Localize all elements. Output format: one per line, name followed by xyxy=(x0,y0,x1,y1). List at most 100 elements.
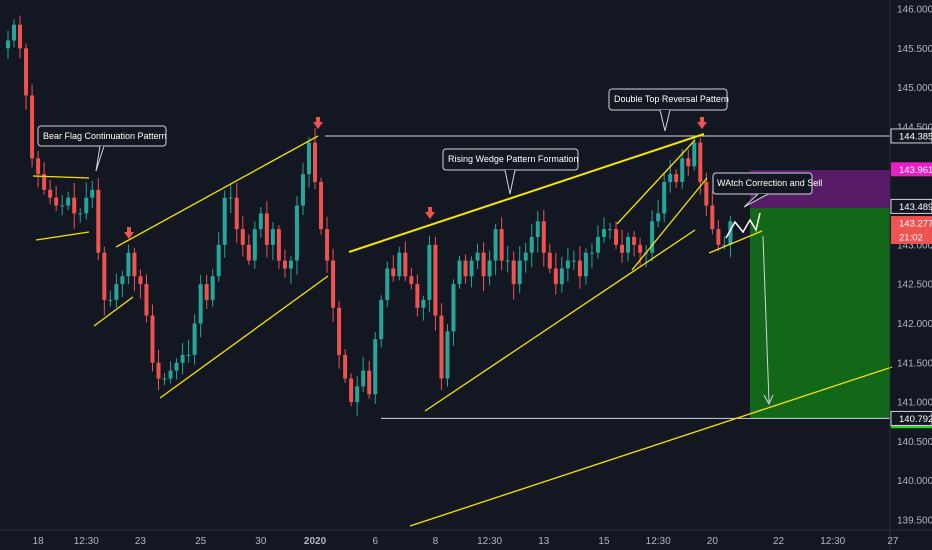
candle-body xyxy=(30,95,35,159)
candle-body xyxy=(210,276,215,300)
candle-body xyxy=(674,174,679,182)
channel-upper-line xyxy=(115,135,319,248)
candle-body xyxy=(108,299,113,301)
candle-body xyxy=(331,260,336,308)
candle-body xyxy=(626,236,631,253)
callout-correction: WAtch Correction and Sell xyxy=(712,172,822,208)
candle-body xyxy=(361,370,366,387)
candle-body xyxy=(337,307,342,355)
candle-body xyxy=(198,284,203,324)
candle-body xyxy=(156,362,161,379)
candle-body xyxy=(668,174,673,182)
candle-body xyxy=(72,197,77,214)
price-tag-label: 21:02 xyxy=(899,232,923,243)
candle-body xyxy=(650,221,655,253)
candle-body xyxy=(102,252,107,300)
candle-body xyxy=(252,229,257,261)
candle-body xyxy=(12,24,17,41)
candle-body xyxy=(18,24,23,49)
candle-body xyxy=(120,276,125,285)
candle-body xyxy=(373,339,378,395)
candle-body xyxy=(403,252,408,277)
candle-body xyxy=(686,158,691,167)
candle-body xyxy=(409,276,414,285)
y-tick-label: 141.000 xyxy=(897,398,932,409)
y-tick-label: 143.000 xyxy=(897,240,932,251)
support-line-short xyxy=(708,230,763,254)
candle-body xyxy=(469,260,474,277)
y-tick-label: 145.000 xyxy=(897,83,932,94)
candle-body xyxy=(692,142,697,167)
candle-body xyxy=(343,354,348,379)
x-tick-label: 2020 xyxy=(304,536,327,547)
x-tick-label: 22 xyxy=(773,536,785,547)
candle-body xyxy=(90,189,95,198)
price-level-tag: 144.385 xyxy=(890,128,932,144)
candle-body xyxy=(710,205,715,230)
candle-body xyxy=(367,370,372,395)
x-tick-label: 27 xyxy=(887,536,899,547)
candle-body xyxy=(722,244,727,246)
candle-body xyxy=(42,174,47,190)
candle-body xyxy=(481,252,486,277)
candle-body xyxy=(319,181,324,230)
arrow-down-icon xyxy=(124,227,134,239)
x-tick-label: 6 xyxy=(372,536,378,547)
candle-body xyxy=(559,268,564,285)
candle-body xyxy=(234,197,239,230)
projected-zigzag xyxy=(725,212,761,239)
x-tick-label: 18 xyxy=(33,536,45,547)
price-level-tag: 140.792 xyxy=(890,410,932,426)
candle-body xyxy=(680,158,685,182)
candle-body xyxy=(415,284,420,308)
candle-body xyxy=(463,260,468,277)
candle-body xyxy=(565,260,570,269)
candle-body xyxy=(60,205,65,207)
candle-body xyxy=(662,181,667,214)
y-tick-label: 139.500 xyxy=(897,516,932,527)
candle-body xyxy=(499,229,504,261)
candle-body xyxy=(505,260,510,262)
price-tag: 143.961 xyxy=(891,162,932,177)
candle-body xyxy=(84,197,89,214)
candle-body xyxy=(240,229,245,245)
candle-body xyxy=(24,48,29,96)
candle-body xyxy=(493,229,498,261)
candle-body xyxy=(511,260,516,285)
price-tag-label: 143.961 xyxy=(899,165,932,176)
candle-body xyxy=(608,229,612,231)
arrow-down-icon xyxy=(313,117,323,129)
channel-lower-line xyxy=(159,275,329,399)
callout-bear-flag: Bear Flag Continuation Pattern xyxy=(37,125,167,172)
candle-body xyxy=(114,284,119,300)
callout-double-top: Double Top Reversal Pattern xyxy=(608,88,729,132)
y-tick-label: 146.000 xyxy=(897,5,932,16)
candle-body xyxy=(475,252,480,261)
y-tick-label: 140.500 xyxy=(897,437,932,448)
top-markers xyxy=(124,117,707,239)
candle-body xyxy=(385,268,390,300)
candle-body xyxy=(433,244,438,316)
y-tick-label: 145.500 xyxy=(897,44,932,55)
price-tag: 21:02 xyxy=(891,229,932,244)
candle-body xyxy=(656,213,661,222)
candle-body xyxy=(535,221,540,237)
y-tick-label: 144.500 xyxy=(897,122,932,133)
callout-bear-flag-text: Bear Flag Continuation Pattern xyxy=(43,131,167,141)
arrow-down-icon xyxy=(697,117,707,129)
candle-body xyxy=(601,229,606,237)
candle-body xyxy=(288,260,293,269)
inner-wedge-upper-line xyxy=(616,139,696,225)
candles xyxy=(6,15,733,416)
candle-body xyxy=(698,142,703,182)
candle-body xyxy=(391,268,396,277)
candle-body xyxy=(553,268,558,285)
candle-body xyxy=(96,189,101,253)
x-tick-label: 12:30 xyxy=(477,536,502,547)
candle-body xyxy=(421,299,426,308)
candle-body xyxy=(162,378,167,380)
candle-body xyxy=(282,260,287,269)
candle-body xyxy=(222,197,227,245)
candle-body xyxy=(325,229,330,261)
price-level-label: 140.792 xyxy=(899,414,932,425)
